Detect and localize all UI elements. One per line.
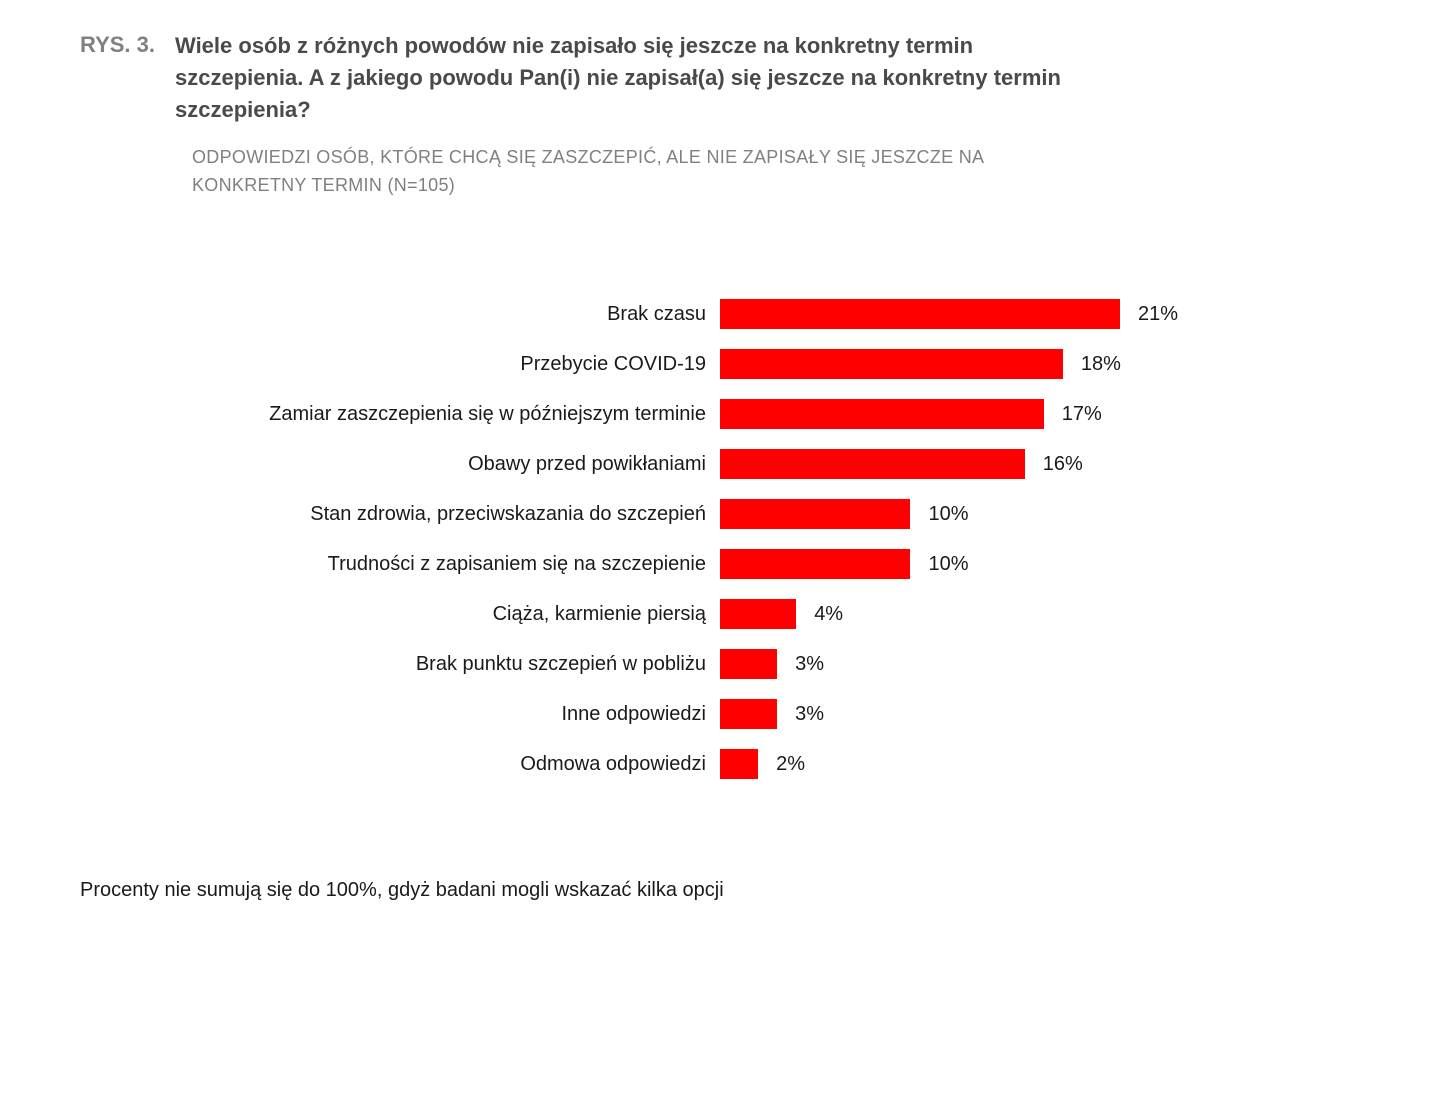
chart-value: 3% xyxy=(795,653,824,676)
chart-bar xyxy=(720,699,777,729)
figure-footnote: Procenty nie sumują się do 100%, gdyż ba… xyxy=(80,879,1370,902)
chart-bar xyxy=(720,549,910,579)
chart-row: Brak punktu szczepień w pobliżu 3% xyxy=(100,639,1370,689)
chart-label: Brak punktu szczepień w pobliżu xyxy=(100,653,720,676)
chart-bar-area: 4% xyxy=(720,599,1240,629)
chart-value: 10% xyxy=(928,553,968,576)
chart-value: 16% xyxy=(1043,453,1083,476)
chart-label: Ciąża, karmienie piersią xyxy=(100,603,720,626)
chart-row: Przebycie COVID-19 18% xyxy=(100,339,1370,389)
chart-bar-area: 17% xyxy=(720,399,1240,429)
chart-label: Trudności z zapisaniem się na szczepieni… xyxy=(100,553,720,576)
chart-bar xyxy=(720,399,1044,429)
figure-subtitle: Odpowiedzi osób, które chcą się zaszczep… xyxy=(192,144,1092,200)
figure-title: Wiele osób z różnych powodów nie zapisał… xyxy=(175,30,1095,126)
chart-row: Trudności z zapisaniem się na szczepieni… xyxy=(100,539,1370,589)
chart-label: Odmowa odpowiedzi xyxy=(100,753,720,776)
chart-label: Stan zdrowia, przeciwskazania do szczepi… xyxy=(100,503,720,526)
chart-row: Inne odpowiedzi 3% xyxy=(100,689,1370,739)
chart-row: Brak czasu 21% xyxy=(100,289,1370,339)
chart-value: 4% xyxy=(814,603,843,626)
chart-bar-area: 3% xyxy=(720,649,1240,679)
chart-bar xyxy=(720,749,758,779)
chart-label: Obawy przed powikłaniami xyxy=(100,453,720,476)
chart-bar xyxy=(720,449,1025,479)
figure-label: RYS. 3. xyxy=(80,30,155,58)
chart-bar xyxy=(720,649,777,679)
chart-bar-area: 18% xyxy=(720,349,1240,379)
chart-label: Inne odpowiedzi xyxy=(100,703,720,726)
chart-label: Przebycie COVID-19 xyxy=(100,353,720,376)
chart-bar xyxy=(720,599,796,629)
chart-row: Zamiar zaszczepienia się w późniejszym t… xyxy=(100,389,1370,439)
chart-bar xyxy=(720,299,1120,329)
chart-bar-area: 3% xyxy=(720,699,1240,729)
figure-header: RYS. 3. Wiele osób z różnych powodów nie… xyxy=(80,30,1370,126)
chart-bar xyxy=(720,349,1063,379)
chart-bar xyxy=(720,499,910,529)
chart-value: 21% xyxy=(1138,303,1178,326)
chart-row: Ciąża, karmienie piersią 4% xyxy=(100,589,1370,639)
chart-row: Odmowa odpowiedzi 2% xyxy=(100,739,1370,789)
chart-row: Obawy przed powikłaniami 16% xyxy=(100,439,1370,489)
chart-bar-area: 10% xyxy=(720,549,1240,579)
chart-value: 17% xyxy=(1062,403,1102,426)
chart-value: 18% xyxy=(1081,353,1121,376)
chart-bar-area: 21% xyxy=(720,299,1240,329)
chart-bar-area: 16% xyxy=(720,449,1240,479)
chart-label: Zamiar zaszczepienia się w późniejszym t… xyxy=(100,403,720,426)
chart-bar-area: 10% xyxy=(720,499,1240,529)
chart-value: 3% xyxy=(795,703,824,726)
chart-value: 2% xyxy=(776,753,805,776)
chart-bar-area: 2% xyxy=(720,749,1240,779)
chart-value: 10% xyxy=(928,503,968,526)
chart-label: Brak czasu xyxy=(100,303,720,326)
chart-row: Stan zdrowia, przeciwskazania do szczepi… xyxy=(100,489,1370,539)
bar-chart: Brak czasu 21% Przebycie COVID-19 18% Zamiar… xyxy=(100,289,1370,789)
